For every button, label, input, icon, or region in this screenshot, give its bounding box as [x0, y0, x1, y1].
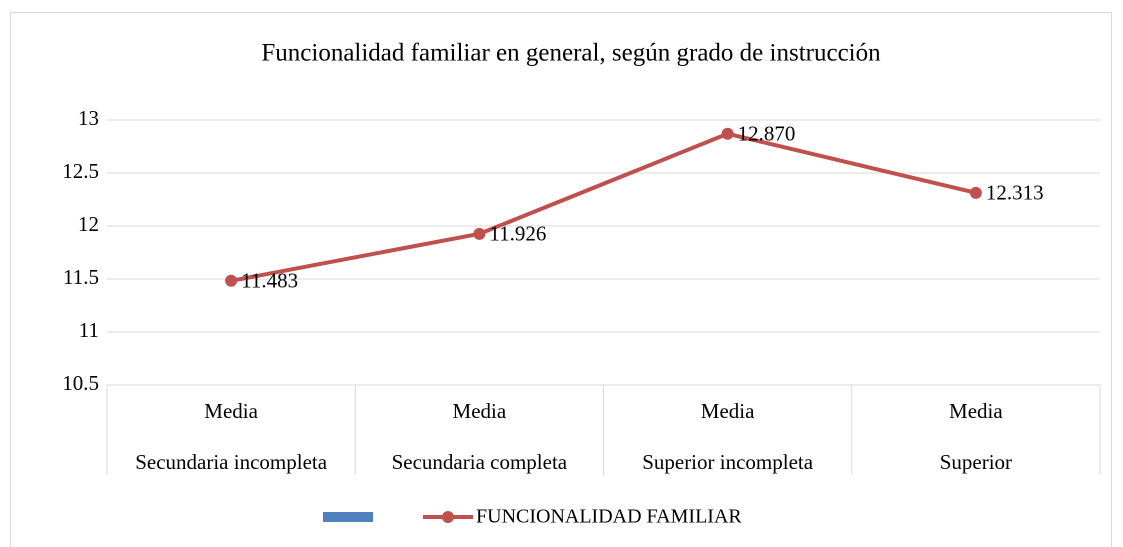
x-tick-label: Secundaria completa [392, 450, 568, 474]
legend-swatch [323, 512, 373, 522]
point [721, 127, 734, 140]
chart-border [10, 12, 1112, 547]
chart-title: Funcionalidad familiar en general, según… [261, 40, 881, 67]
line [230, 131, 977, 283]
x-tick-label: Media [701, 399, 755, 423]
x-tick-label: Superior incompleta [642, 450, 814, 474]
legend-marker [442, 511, 454, 523]
x-tick-label: Media [453, 399, 507, 423]
point [969, 186, 982, 199]
y-tick-label: 13 [78, 106, 99, 130]
y-tick-label: 12.5 [62, 159, 99, 183]
data-label: 12.313 [986, 181, 1044, 205]
legend-label: FUNCIONALIDAD FAMILIAR [476, 506, 742, 528]
x-tick-label: Superior [940, 450, 1012, 474]
x-tick-label: Secundaria incompleta [135, 450, 328, 474]
point [473, 227, 486, 240]
x-tick-label: Media [204, 399, 258, 423]
data-label: 11.483 [241, 269, 298, 293]
y-tick-label: 11 [79, 318, 99, 342]
y-tick-label: 10.5 [62, 371, 99, 395]
x-tick-label: Media [949, 399, 1003, 423]
point [225, 274, 238, 287]
y-tick-label: 11.5 [63, 265, 99, 289]
data-label: 11.926 [489, 222, 546, 246]
y-tick-label: 12 [78, 212, 99, 236]
data-label: 12.870 [738, 122, 796, 146]
